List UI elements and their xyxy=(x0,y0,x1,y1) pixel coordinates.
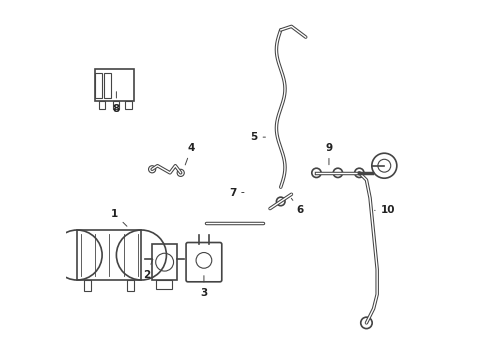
Bar xyxy=(156,280,172,289)
Bar xyxy=(84,280,92,291)
Bar xyxy=(127,280,134,291)
Text: 10: 10 xyxy=(374,205,395,215)
Text: 3: 3 xyxy=(200,276,208,297)
Bar xyxy=(152,244,177,280)
Bar xyxy=(95,73,102,98)
Text: 4: 4 xyxy=(185,143,195,165)
Text: 9: 9 xyxy=(325,143,333,165)
Bar xyxy=(77,230,142,280)
Text: 6: 6 xyxy=(292,198,304,215)
Bar xyxy=(125,102,132,109)
Text: 7: 7 xyxy=(229,188,244,198)
Text: 5: 5 xyxy=(250,132,266,142)
Text: 2: 2 xyxy=(143,259,153,280)
Text: 8: 8 xyxy=(113,92,120,113)
Text: 1: 1 xyxy=(111,209,127,226)
Bar xyxy=(113,102,119,109)
Bar xyxy=(98,102,105,109)
Bar xyxy=(104,73,111,98)
